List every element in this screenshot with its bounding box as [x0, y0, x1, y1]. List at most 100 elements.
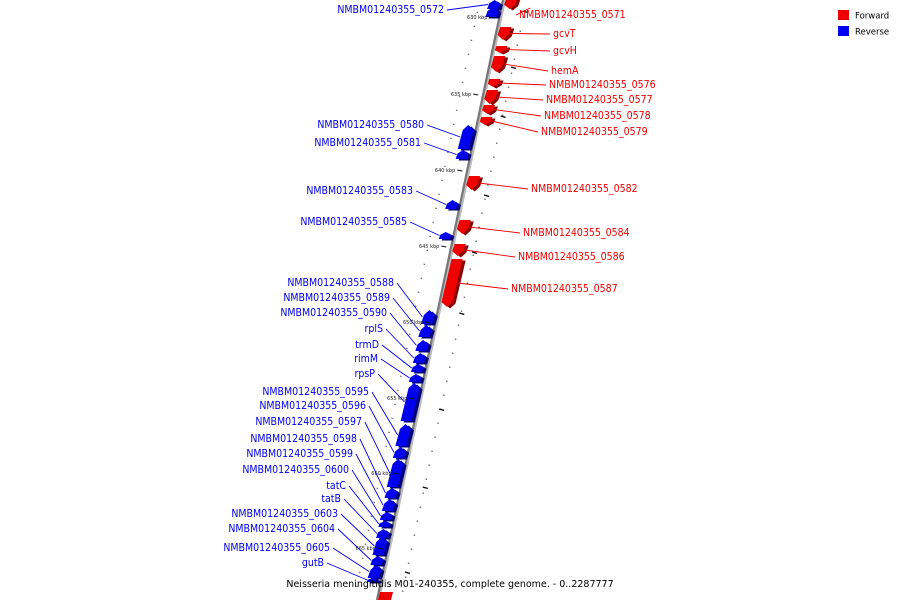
reverse-gene-arrow	[378, 521, 391, 527]
reverse-leader-line	[340, 513, 375, 547]
reverse-gene-label: NMBM01240355_0597	[255, 416, 362, 428]
reverse-gene-label: rplS	[364, 323, 383, 335]
reverse-gene-label: NMBM01240355_0599	[246, 448, 353, 460]
reverse-gene-arrow	[370, 556, 384, 565]
reverse-gene-arrow	[384, 488, 398, 498]
reverse-leader-line	[446, 4, 489, 11]
kbp-marker: 650 kbp	[403, 320, 423, 326]
forward-gene-arrow	[490, 56, 506, 72]
reverse-gene-label: NMBM01240355_0596	[259, 400, 366, 412]
reverse-gene-label: NMBM01240355_0603	[231, 508, 338, 520]
forward-gene-arrow	[452, 244, 466, 256]
forward-gene-arrow	[378, 592, 393, 600]
reverse-leader-line	[415, 190, 447, 205]
reverse-gene-arrow	[379, 512, 393, 520]
forward-leader-line	[515, 7, 531, 16]
forward-leader-line	[509, 33, 551, 35]
reverse-gene-arrow	[395, 424, 411, 446]
reverse-gene-arrow	[366, 578, 379, 582]
forward-leader-line	[499, 82, 547, 86]
forward-gene-label: gcvH	[553, 45, 577, 57]
reverse-gene-arrow	[420, 310, 435, 324]
major-tick	[500, 115, 506, 119]
major-tick	[404, 571, 411, 575]
forward-gene-label: NMBM01240355_0576	[549, 79, 656, 91]
forward-leader-line	[496, 96, 544, 101]
kbp-tick	[425, 321, 431, 324]
forward-gene-label: NMBM01240355_0587	[511, 283, 618, 295]
major-tick	[422, 486, 428, 490]
forward-gene-arrow	[441, 259, 463, 307]
kbp-marker: 635 kbp	[451, 92, 471, 98]
reverse-gene-arrow	[418, 325, 432, 337]
reverse-gene-label: gutB	[302, 557, 324, 569]
backbone-line	[375, 0, 505, 600]
reverse-gene-arrow	[412, 353, 426, 363]
reverse-leader-line	[351, 469, 382, 517]
kbp-marker: 655 kbp	[387, 396, 407, 402]
forward-gene-label: NMBM01240355_0586	[518, 251, 625, 263]
reverse-gene-arrow	[392, 447, 407, 458]
reverse-gene-label: NMBM01240355_0604	[228, 523, 335, 535]
reverse-gene-arrow	[438, 232, 452, 239]
reverse-gene-arrow	[487, 0, 500, 9]
forward-gene-label: NMBM01240355_0584	[523, 227, 630, 239]
forward-leader-line	[457, 282, 509, 290]
reverse-leader-line	[337, 528, 372, 561]
reverse-gene-arrow	[455, 150, 469, 159]
reverse-gene-arrow	[415, 340, 429, 351]
kbp-tick	[409, 397, 415, 400]
kbp-tick	[473, 93, 479, 96]
legend-reverse-swatch	[838, 26, 849, 36]
legend-reverse-label: Reverse	[855, 28, 889, 38]
label-leader-lines	[326, 4, 551, 581]
reverse-gene-arrow	[485, 7, 499, 17]
reverse-leader-line	[389, 312, 417, 346]
forward-gene-label: NMBM01240355_0571	[519, 9, 626, 21]
genome-caption: Neisseria meningitidis M01-240355, compl…	[286, 579, 613, 590]
reverse-gene-label: NMBM01240355_0605	[223, 542, 330, 554]
kbp-tick	[393, 472, 399, 475]
kbp-markers: 630 kbp 635 kbp 640 kbp 645 kbp 650 kbp 655 k…	[356, 15, 495, 552]
major-tick	[483, 194, 490, 198]
major-tick	[438, 408, 445, 412]
forward-gene-arrow	[487, 79, 501, 87]
reverse-gene-arrow	[372, 537, 388, 555]
major-tick	[459, 312, 465, 316]
forward-leader-line	[491, 120, 539, 133]
forward-gene-label: NMBM01240355_0578	[544, 110, 651, 122]
reverse-leader-line	[343, 498, 378, 534]
reverse-leader-line	[348, 485, 380, 525]
forward-gene-label: NMBM01240355_0579	[541, 126, 648, 138]
genome-backbone	[375, 0, 507, 600]
reverse-gene-label: NMBM01240355_0583	[306, 185, 413, 197]
reverse-leader-line	[381, 344, 412, 369]
legend: Forward Reverse	[838, 10, 889, 38]
kbp-tick	[377, 547, 384, 550]
forward-leader-line	[493, 109, 542, 117]
reverse-gene-label: NMBM01240355_0572	[337, 4, 444, 16]
forward-gene-label: hemA	[551, 65, 579, 77]
reverse-leader-line	[359, 438, 386, 494]
reverse-leader-line	[377, 373, 405, 403]
reverse-leader-line	[371, 391, 399, 436]
reverse-leader-line	[355, 453, 384, 506]
kbp-marker: 640 kbp	[435, 168, 455, 174]
reverse-gene-label: rpsP	[355, 368, 376, 380]
reverse-gene-label: NMBM01240355_0600	[242, 464, 349, 476]
reverse-gene-label: rimM	[354, 353, 378, 365]
forward-leader-line	[464, 249, 516, 258]
reverse-gene-label: tatB	[321, 493, 341, 505]
forward-gene-arrow	[456, 220, 471, 234]
forward-gene-arrow	[484, 90, 499, 104]
backbone-shadow	[377, 0, 507, 600]
reverse-gene-arrow	[367, 565, 382, 578]
legend-forward-swatch	[838, 10, 849, 20]
forward-leader-line	[478, 182, 529, 190]
gene-labels: NMBM01240355_0571 gcvT gcvH hemA NMBM0124035…	[223, 4, 655, 569]
forward-leader-line	[469, 226, 521, 234]
forward-gene-label: NMBM01240355_0577	[546, 94, 653, 106]
major-tick	[510, 66, 517, 70]
reverse-gene-label: NMBM01240355_0595	[262, 386, 369, 398]
